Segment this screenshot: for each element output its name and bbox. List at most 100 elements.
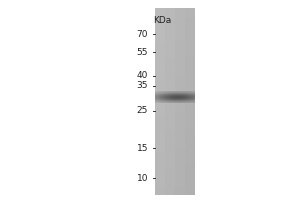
FancyBboxPatch shape (155, 36, 165, 37)
FancyBboxPatch shape (159, 92, 160, 93)
FancyBboxPatch shape (155, 94, 165, 95)
FancyBboxPatch shape (175, 99, 185, 100)
FancyBboxPatch shape (187, 98, 188, 99)
FancyBboxPatch shape (173, 91, 174, 92)
FancyBboxPatch shape (161, 96, 162, 97)
FancyBboxPatch shape (165, 145, 175, 146)
FancyBboxPatch shape (171, 94, 172, 95)
FancyBboxPatch shape (155, 187, 165, 188)
FancyBboxPatch shape (175, 189, 185, 190)
FancyBboxPatch shape (185, 117, 195, 118)
FancyBboxPatch shape (185, 169, 195, 170)
FancyBboxPatch shape (155, 188, 165, 189)
FancyBboxPatch shape (185, 79, 195, 80)
FancyBboxPatch shape (158, 91, 159, 92)
FancyBboxPatch shape (165, 124, 175, 125)
FancyBboxPatch shape (165, 93, 166, 94)
FancyBboxPatch shape (185, 11, 195, 12)
FancyBboxPatch shape (165, 122, 175, 123)
FancyBboxPatch shape (175, 123, 185, 124)
FancyBboxPatch shape (165, 174, 175, 175)
FancyBboxPatch shape (185, 105, 195, 106)
FancyBboxPatch shape (156, 92, 157, 93)
FancyBboxPatch shape (175, 23, 185, 24)
FancyBboxPatch shape (175, 159, 185, 160)
FancyBboxPatch shape (165, 158, 175, 159)
FancyBboxPatch shape (155, 86, 165, 87)
FancyBboxPatch shape (165, 143, 175, 144)
FancyBboxPatch shape (175, 34, 185, 35)
FancyBboxPatch shape (155, 185, 165, 186)
FancyBboxPatch shape (165, 24, 175, 25)
FancyBboxPatch shape (159, 102, 160, 103)
FancyBboxPatch shape (185, 139, 195, 140)
FancyBboxPatch shape (155, 154, 165, 155)
FancyBboxPatch shape (165, 39, 175, 40)
FancyBboxPatch shape (158, 99, 159, 100)
FancyBboxPatch shape (189, 100, 190, 101)
FancyBboxPatch shape (185, 158, 195, 159)
FancyBboxPatch shape (185, 165, 195, 166)
FancyBboxPatch shape (165, 82, 175, 83)
FancyBboxPatch shape (165, 159, 175, 160)
FancyBboxPatch shape (165, 85, 175, 86)
FancyBboxPatch shape (155, 148, 165, 149)
FancyBboxPatch shape (175, 153, 185, 154)
FancyBboxPatch shape (178, 101, 179, 102)
FancyBboxPatch shape (155, 93, 156, 94)
FancyBboxPatch shape (185, 88, 195, 89)
FancyBboxPatch shape (165, 28, 175, 29)
FancyBboxPatch shape (161, 95, 162, 96)
FancyBboxPatch shape (155, 189, 165, 190)
FancyBboxPatch shape (165, 179, 175, 180)
FancyBboxPatch shape (165, 31, 175, 32)
FancyBboxPatch shape (188, 101, 189, 102)
FancyBboxPatch shape (155, 192, 165, 193)
FancyBboxPatch shape (165, 135, 175, 136)
FancyBboxPatch shape (191, 92, 192, 93)
FancyBboxPatch shape (185, 74, 195, 75)
FancyBboxPatch shape (185, 142, 195, 143)
FancyBboxPatch shape (165, 110, 175, 111)
FancyBboxPatch shape (165, 141, 175, 142)
FancyBboxPatch shape (155, 22, 165, 23)
FancyBboxPatch shape (165, 131, 175, 132)
FancyBboxPatch shape (155, 84, 165, 85)
FancyBboxPatch shape (175, 12, 185, 13)
FancyBboxPatch shape (155, 103, 165, 104)
FancyBboxPatch shape (178, 100, 179, 101)
FancyBboxPatch shape (183, 99, 184, 100)
FancyBboxPatch shape (165, 40, 175, 41)
FancyBboxPatch shape (185, 147, 195, 148)
FancyBboxPatch shape (175, 110, 185, 111)
FancyBboxPatch shape (155, 176, 165, 177)
FancyBboxPatch shape (180, 94, 181, 95)
FancyBboxPatch shape (175, 179, 185, 180)
FancyBboxPatch shape (190, 96, 191, 97)
FancyBboxPatch shape (175, 96, 185, 97)
FancyBboxPatch shape (165, 61, 175, 62)
FancyBboxPatch shape (175, 89, 185, 90)
FancyBboxPatch shape (175, 48, 185, 49)
FancyBboxPatch shape (170, 93, 171, 94)
FancyBboxPatch shape (185, 125, 195, 126)
FancyBboxPatch shape (165, 83, 175, 84)
FancyBboxPatch shape (168, 100, 169, 101)
FancyBboxPatch shape (185, 171, 195, 172)
FancyBboxPatch shape (164, 98, 165, 99)
FancyBboxPatch shape (176, 93, 177, 94)
FancyBboxPatch shape (158, 98, 159, 99)
FancyBboxPatch shape (155, 162, 165, 163)
FancyBboxPatch shape (155, 60, 165, 61)
FancyBboxPatch shape (175, 194, 185, 195)
FancyBboxPatch shape (185, 115, 195, 116)
FancyBboxPatch shape (185, 141, 195, 142)
FancyBboxPatch shape (175, 80, 185, 81)
FancyBboxPatch shape (185, 106, 195, 107)
FancyBboxPatch shape (175, 14, 185, 15)
FancyBboxPatch shape (155, 81, 165, 82)
FancyBboxPatch shape (175, 184, 185, 185)
FancyBboxPatch shape (155, 88, 165, 89)
FancyBboxPatch shape (175, 134, 185, 135)
FancyBboxPatch shape (185, 83, 195, 84)
